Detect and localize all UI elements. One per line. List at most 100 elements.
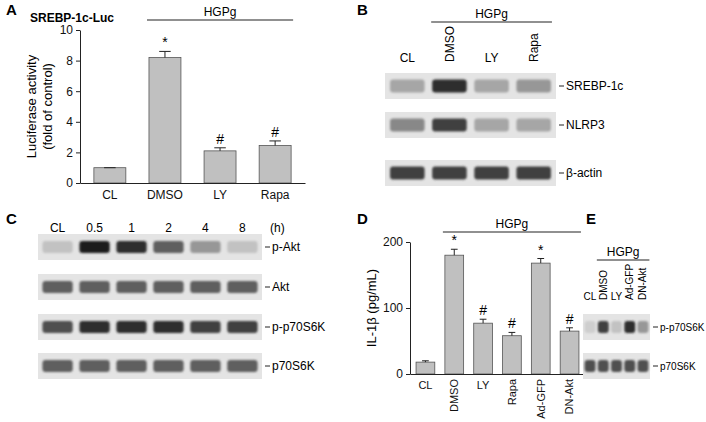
group-bracket [431,21,552,22]
blot-band [432,167,467,180]
x-tick-label: DMSO [147,188,183,202]
y-tick: 4 [66,115,80,129]
blot-band [42,241,72,253]
error-bar [269,141,281,146]
x-axis: CLDMSOLYRapa [81,183,306,202]
lane-label: CL [584,291,597,302]
blot-band [42,281,72,293]
blot-row [585,321,649,333]
blot-row [42,360,257,372]
blot-band [598,360,609,372]
blot-background [38,353,262,379]
y-tick-label: 200 [383,235,403,249]
y-tick-mark [76,183,80,184]
panel-letter: C [6,210,17,227]
error-bar-stem [540,259,541,264]
lane-label: CL [50,221,66,235]
blot-band [516,119,551,132]
error-bar-cap [269,140,281,141]
blot-band [79,281,109,293]
blot-background [385,160,556,186]
lane-label: LY [611,291,623,302]
blot-band [390,80,425,93]
blot-band [190,321,220,333]
error-bar [159,51,171,57]
x-tick: Rapa [261,183,290,202]
lane-label: 0.5 [86,221,103,235]
blot-band [79,241,109,253]
row-label: β-actin [566,166,602,180]
lane-label: 1 [128,221,135,235]
lane-label: DMSO [598,270,609,300]
blot-band [598,321,609,333]
bar [560,331,579,374]
bar [445,255,464,374]
panel-letter: E [586,210,596,227]
blot-band [42,360,72,372]
lane-label: 8 [239,221,246,235]
blot-band [42,321,72,333]
error-bar-cap [422,360,429,361]
error-bar-cap [566,327,573,328]
error-bar-cap [509,332,516,333]
error-bar [566,328,573,331]
bar [474,323,493,374]
figure: A*##0246810CLDMSOLYRapaSREBP-1c-LucLucif… [0,0,706,422]
blot-band [116,360,146,372]
blot-band [611,321,622,333]
blot-band [432,119,467,132]
x-tick: Ad-GFP [535,374,547,419]
y-tick: 0 [396,367,410,381]
blot-band [227,321,257,333]
blot-band [227,241,257,253]
y-tick: 8 [66,54,80,68]
blot-row [390,80,551,93]
chart-title: SREBP-1c-Luc [30,11,114,25]
error-bar [422,361,429,362]
group-label: HGPg [496,217,529,231]
y-tick: 6 [66,85,80,99]
blot-band [190,360,220,372]
blot-row [42,281,257,293]
axis-line [80,31,81,184]
group-label: HGPg [204,5,237,19]
x-tick-label: CL [102,188,118,202]
bar [259,146,291,183]
lane-label: 2 [165,221,172,235]
blot-row [585,360,649,372]
y-axis-title: Luciferase activity [24,54,39,158]
error-bar [537,259,544,264]
error-bar-cap [104,167,116,168]
row-label: p70S6K [272,359,315,373]
blot-band [585,321,596,333]
x-tick: DMSO [147,183,183,202]
y-tick-mark [76,152,80,153]
y-tick-mark [76,122,80,123]
blot-band [153,241,183,253]
row-label: NLRP3 [566,118,605,132]
row-label-dash [653,366,658,367]
blot-band [79,321,109,333]
significance-mark: * [452,232,458,248]
axis-line [410,243,411,375]
lane-label: 4 [202,221,209,235]
group-bracket [597,259,650,260]
lane-label: CL [400,51,416,65]
blot-band [390,167,425,180]
x-tick: DN-Akt [563,374,575,414]
x-tick-label: DN-Akt [563,379,575,414]
panel-letter: D [357,210,368,227]
significance-mark: # [271,124,279,140]
y-tick: 0 [66,176,80,190]
row-label: p-Akt [272,240,301,254]
error-bar [104,167,116,168]
significance-mark: * [538,242,544,258]
blot-background [583,314,650,340]
blot-band [474,80,509,93]
error-bar-cap [451,249,458,250]
bar [149,58,181,183]
blot-band [638,321,649,333]
blot-band [474,167,509,180]
row-label: p-p70S6K [272,320,325,334]
y-tick-label: 100 [383,301,403,315]
